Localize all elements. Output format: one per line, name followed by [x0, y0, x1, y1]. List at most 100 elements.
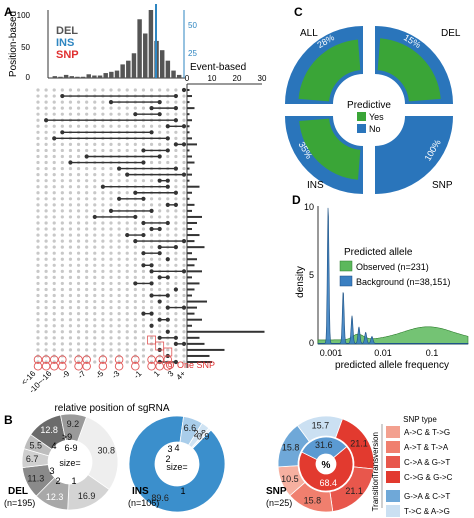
right-bar-11: [187, 155, 192, 158]
matrix-dot: [158, 88, 162, 92]
top-bar-19: [159, 50, 165, 78]
matrix-dot: [174, 185, 178, 189]
matrix-dot: [52, 251, 56, 255]
matrix-dot-active: [181, 269, 187, 274]
matrix-dot: [133, 293, 137, 298]
matrix-dot-active: [173, 118, 178, 123]
matrix-dot: [101, 166, 105, 171]
matrix-dot: [52, 324, 56, 328]
top-bar-8: [97, 75, 103, 78]
snp-ring-icon: [98, 355, 108, 364]
density-ytick-0: 0: [309, 338, 314, 348]
matrix-dot: [93, 209, 97, 213]
matrix-dot: [166, 154, 170, 159]
density-legend-title: Predicted allele: [344, 247, 413, 258]
matrix-dot: [182, 179, 186, 183]
matrix-dot: [93, 245, 97, 249]
matrix-dot: [44, 88, 48, 92]
matrix-dot: [182, 185, 186, 189]
matrix-dot: [52, 94, 56, 98]
snp-ring-icon: [155, 361, 164, 371]
matrix-dot: [133, 263, 137, 267]
matrix-dot: [125, 106, 129, 110]
matrix-dot: [44, 342, 48, 346]
matrix-dot-active: [165, 178, 170, 183]
ins-donut: 89.6 6.62.80.9 3 42 1: [128, 415, 226, 513]
matrix-dot: [85, 263, 89, 267]
top-bar-14: [131, 53, 137, 78]
matrix-dot: [174, 330, 178, 334]
upset-x-tick-6: -1: [132, 369, 144, 381]
legend-yes-swatch: [357, 112, 366, 121]
matrix-dot-active: [141, 311, 146, 316]
matrix-dot: [60, 330, 64, 334]
matrix-dot: [52, 306, 56, 310]
matrix-dot-active: [157, 226, 162, 232]
matrix-dot: [166, 251, 170, 255]
ins-inner-label-1: 4: [174, 443, 179, 453]
matrix-dot: [125, 245, 129, 249]
matrix-dot: [68, 251, 73, 255]
matrix-dot: [36, 342, 40, 346]
matrix-dot: [93, 336, 97, 340]
matrix-dot: [60, 221, 64, 225]
matrix-dot: [117, 299, 121, 304]
matrix-dot: [60, 239, 64, 243]
matrix-dot: [93, 281, 97, 286]
matrix-dot: [117, 263, 121, 267]
ins-size-label: size=: [166, 462, 187, 472]
matrix-dot: [44, 299, 48, 304]
right-bar-9: [187, 143, 197, 146]
matrix-dot: [36, 124, 40, 128]
matrix-dot: [52, 281, 56, 286]
matrix-dot: [85, 148, 89, 153]
matrix-dot: [93, 100, 97, 104]
right-bar-44: [187, 354, 210, 357]
top-bar-4: [75, 76, 80, 78]
matrix-dot: [36, 100, 40, 104]
matrix-dot-active: [125, 232, 130, 238]
legend-group-transversion: Transversion: [371, 432, 380, 478]
matrix-dot: [125, 318, 129, 322]
del-label-5: 5.5: [29, 441, 42, 451]
snp-legend-item-tv-2: C->A & G->T: [404, 458, 450, 467]
matrix-dot: [93, 203, 97, 207]
matrix-dot-active: [92, 214, 97, 220]
matrix-dot: [141, 306, 146, 310]
matrix-dot: [60, 160, 64, 165]
matrix-dot: [109, 275, 113, 279]
right-bar-1: [187, 95, 192, 98]
matrix-dot: [44, 257, 48, 261]
matrix-dot: [182, 209, 186, 213]
density-xtick-0.1: 0.1: [426, 348, 439, 358]
right-bar-label: Event-based: [190, 62, 246, 73]
matrix-dot: [117, 179, 121, 183]
matrix-dot: [182, 154, 186, 159]
matrix-dot: [133, 275, 137, 279]
snp-legend-item-tv-1: A->T & T->A: [404, 443, 449, 452]
matrix-dot-active: [157, 299, 162, 304]
matrix-dot: [68, 342, 73, 346]
matrix-dot: [101, 191, 105, 195]
matrix-dot: [141, 342, 146, 346]
top-bar-22: [176, 74, 182, 78]
matrix-dot: [52, 245, 56, 249]
matrix-dot-active: [165, 136, 170, 141]
matrix-dot: [76, 112, 81, 116]
matrix-dot-active: [149, 311, 154, 316]
matrix-dot: [174, 257, 178, 261]
del-name: DEL: [8, 486, 28, 497]
matrix-dot: [166, 112, 170, 116]
matrix-dot: [158, 263, 162, 267]
snp-ring-icon: [114, 361, 124, 371]
snp-ring-icon: [33, 361, 43, 371]
matrix-dot: [133, 312, 137, 316]
matrix-dot: [85, 293, 89, 298]
matrix-dot: [93, 342, 97, 346]
right-bar-27: [187, 252, 192, 255]
matrix-dot: [76, 142, 81, 146]
predictive-quarter-donut: 28% 15%35% 100%: [285, 26, 453, 194]
matrix-dot: [44, 287, 48, 292]
matrix-dot: [101, 287, 105, 292]
matrix-dot: [52, 160, 56, 165]
